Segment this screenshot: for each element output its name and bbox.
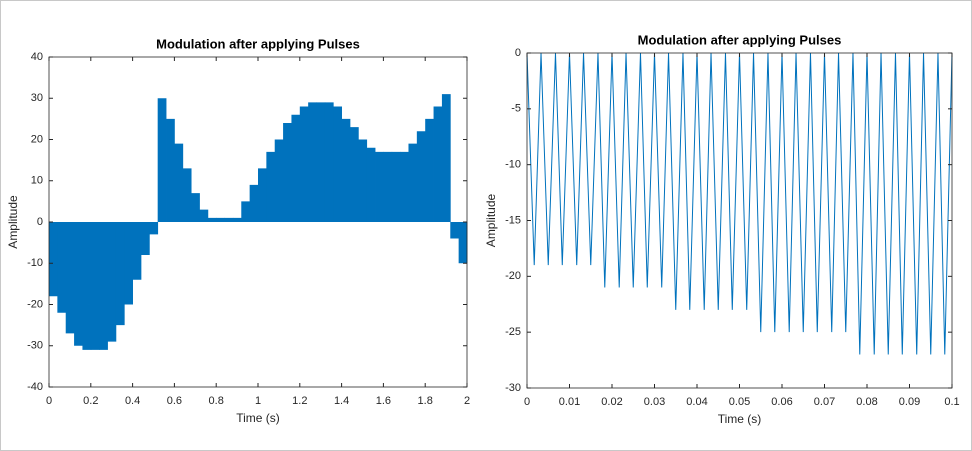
bar <box>49 222 58 297</box>
x-tick-label: 0.2 <box>83 395 98 407</box>
bar <box>283 123 292 222</box>
bar <box>232 217 242 222</box>
bar <box>140 222 150 255</box>
bar <box>450 222 460 239</box>
y-tick-label: 0 <box>37 216 43 228</box>
bar <box>308 102 317 222</box>
x-tick-label: 0.02 <box>601 396 622 408</box>
bar <box>216 217 225 222</box>
x-tick-label: 2 <box>464 395 470 407</box>
bar <box>249 184 259 222</box>
bar <box>408 143 418 222</box>
bar <box>441 94 451 222</box>
x-tick-label: 0 <box>524 396 530 408</box>
y-tick-label: -30 <box>505 382 521 394</box>
bar <box>57 222 67 313</box>
x-tick-label: 0.8 <box>209 395 224 407</box>
bar <box>391 151 401 222</box>
y-tick-label: 0 <box>515 47 521 59</box>
bar <box>199 209 209 222</box>
bar <box>74 222 83 346</box>
y-tick-label: -20 <box>27 298 43 310</box>
bar <box>90 222 100 350</box>
x-tick-label: 0.08 <box>856 396 877 408</box>
x-tick-label: 0.1 <box>944 396 959 408</box>
bar <box>99 222 108 350</box>
y-tick-label: -20 <box>505 270 521 282</box>
x-axis-label: Time (s) <box>236 411 280 425</box>
bar <box>65 222 75 334</box>
x-tick-label: 0.6 <box>167 395 182 407</box>
bar <box>341 118 351 222</box>
bar <box>149 222 159 235</box>
bar <box>82 222 92 350</box>
bar <box>291 114 301 222</box>
y-axis-label: Amplitude <box>6 195 20 249</box>
y-tick-label: 40 <box>31 51 43 63</box>
y-tick-label: -15 <box>505 214 521 226</box>
bar <box>425 118 434 222</box>
y-tick-label: -10 <box>27 257 43 269</box>
x-tick-label: 0.04 <box>686 396 707 408</box>
plot: 0 0.01 0.02 0.03 0.04 0.05 0.06 0.07 0.08 0.09 0.1… <box>484 32 959 426</box>
bar <box>224 217 234 222</box>
bar <box>433 106 443 222</box>
bar <box>358 139 368 222</box>
x-tick-label: 0.4 <box>125 395 140 407</box>
y-tick-label: -30 <box>27 340 43 352</box>
x-tick-label: 1.2 <box>292 395 307 407</box>
bar <box>132 222 142 280</box>
y-tick-label: 30 <box>31 92 43 104</box>
bar <box>316 102 326 222</box>
plot-area <box>527 53 952 388</box>
bar <box>366 147 376 222</box>
bar <box>458 222 468 264</box>
x-tick-label: 1.6 <box>376 395 391 407</box>
x-tick-label: 1 <box>255 395 261 407</box>
bar <box>324 102 334 222</box>
x-tick-label: 0 <box>46 395 52 407</box>
bar <box>207 217 217 222</box>
bar <box>124 222 133 305</box>
x-axis-label: Time (s) <box>718 412 762 426</box>
bar <box>191 193 200 222</box>
chart-title: Modulation after applying Pulses <box>156 36 360 51</box>
bar <box>416 131 426 222</box>
bar <box>375 151 384 222</box>
x-tick-label: 0.05 <box>729 396 750 408</box>
bar <box>333 106 342 222</box>
y-tick-label: -10 <box>505 159 521 171</box>
y-tick-label: 20 <box>31 133 43 145</box>
bar <box>258 168 267 222</box>
y-tick-label: -40 <box>27 381 43 393</box>
y-tick-label: 10 <box>31 175 43 187</box>
bar <box>115 222 125 326</box>
bar <box>266 151 276 222</box>
bar <box>166 118 175 222</box>
bar <box>241 201 251 222</box>
y-axis-label: Amplitude <box>484 194 498 248</box>
y-tick-label: -5 <box>511 103 521 115</box>
bar <box>400 151 409 222</box>
x-tick-label: 0.07 <box>814 396 835 408</box>
x-tick-label: 0.09 <box>899 396 920 408</box>
bar <box>107 222 117 342</box>
plot: 0 0.2 0.4 0.6 0.8 1 1.2 1.4 1.6 1.8 2 -40 -30 -20 -10 0… <box>6 36 470 425</box>
bar <box>157 98 167 222</box>
bar <box>182 168 192 222</box>
x-tick-label: 1.8 <box>418 395 433 407</box>
bar <box>174 143 184 222</box>
bar <box>299 106 309 222</box>
x-tick-label: 0.06 <box>771 396 792 408</box>
x-tick-label: 1.4 <box>334 395 349 407</box>
x-tick-label: 0.03 <box>644 396 665 408</box>
bar <box>383 151 393 222</box>
x-tick-label: 0.01 <box>559 396 580 408</box>
chart-title: Modulation after applying Pulses <box>638 32 842 47</box>
bar <box>274 139 284 222</box>
y-tick-label: -25 <box>505 326 521 338</box>
bar <box>349 127 359 222</box>
